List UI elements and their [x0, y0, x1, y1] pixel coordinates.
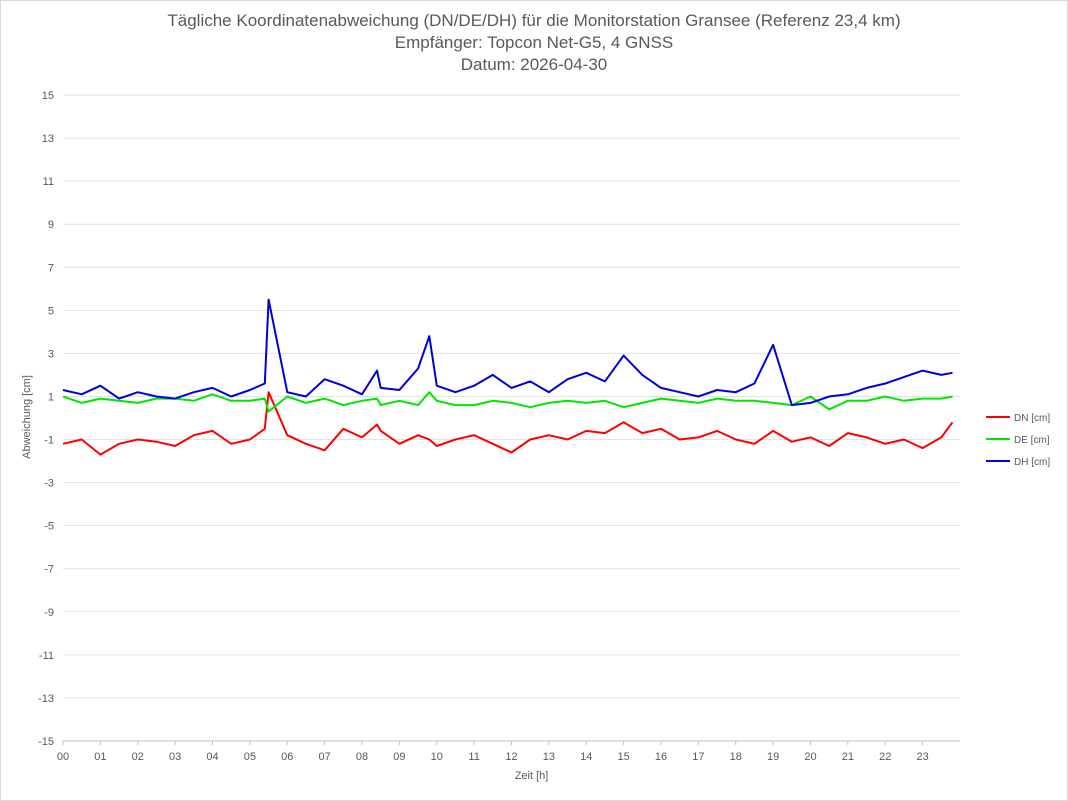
x-tick-label: 07: [319, 751, 331, 763]
y-tick-label: -7: [44, 564, 54, 576]
x-tick-label: 10: [431, 751, 443, 763]
legend-label-1: DE [cm]: [1014, 435, 1050, 446]
y-tick-label: 13: [42, 133, 54, 145]
y-tick-label: -13: [38, 693, 54, 705]
x-axis-title: Zeit [h]: [515, 770, 549, 782]
y-tick-label: 15: [42, 90, 54, 102]
y-tick-label: 3: [48, 348, 54, 360]
x-tick-label: 06: [281, 751, 293, 763]
x-tick-label: 18: [730, 751, 742, 763]
chart-date: Datum: 2026-04-30: [460, 55, 608, 74]
series-line-1: [62, 391, 953, 413]
x-tick-label: 09: [393, 751, 405, 763]
x-tick-label: 21: [842, 751, 854, 763]
y-tick-label: 7: [48, 262, 54, 274]
y-tick-label: 11: [43, 176, 54, 188]
series-line-2: [62, 298, 953, 407]
x-tick-label: 03: [169, 751, 181, 763]
x-tick-label: 00: [57, 751, 69, 763]
x-tick-label: 17: [692, 751, 704, 763]
x-tick-label: 16: [655, 751, 667, 763]
x-tick-label: 04: [206, 751, 218, 763]
y-tick-label: 9: [48, 219, 54, 231]
chart-titles: Tägliche Koordinatenabweichung (DN/DE/DH…: [0, 10, 1068, 76]
y-tick-label: -1: [44, 435, 54, 447]
y-axis-title: Abweichung [cm]: [21, 375, 33, 459]
x-tick-label: 12: [505, 751, 517, 763]
x-tick-label: 15: [618, 751, 630, 763]
x-tick-label: 23: [917, 751, 929, 763]
x-tick-label: 05: [244, 751, 256, 763]
y-tick-label: 1: [48, 391, 54, 403]
y-tick-label: -5: [44, 521, 54, 533]
series-line-0: [62, 391, 954, 456]
x-tick-label: 13: [543, 751, 555, 763]
legend-label-2: DH [cm]: [1014, 457, 1050, 468]
x-tick-label: 22: [879, 751, 891, 763]
y-tick-label: -11: [39, 650, 54, 662]
x-tick-label: 20: [804, 751, 816, 763]
x-tick-label: 02: [132, 751, 144, 763]
legend-label-0: DN [cm]: [1014, 413, 1050, 424]
x-tick-label: 11: [468, 751, 479, 763]
x-tick-label: 19: [767, 751, 779, 763]
chart-subtitle: Empfänger: Topcon Net-G5, 4 GNSS: [394, 33, 674, 52]
y-tick-label: -9: [44, 607, 54, 619]
chart-title: Tägliche Koordinatenabweichung (DN/DE/DH…: [167, 11, 901, 30]
x-tick-label: 14: [580, 751, 592, 763]
y-tick-label: 5: [48, 305, 54, 317]
x-tick-label: 08: [356, 751, 368, 763]
x-tick-label: 01: [94, 751, 106, 763]
y-tick-label: -15: [38, 736, 54, 748]
y-tick-label: -3: [44, 478, 54, 490]
